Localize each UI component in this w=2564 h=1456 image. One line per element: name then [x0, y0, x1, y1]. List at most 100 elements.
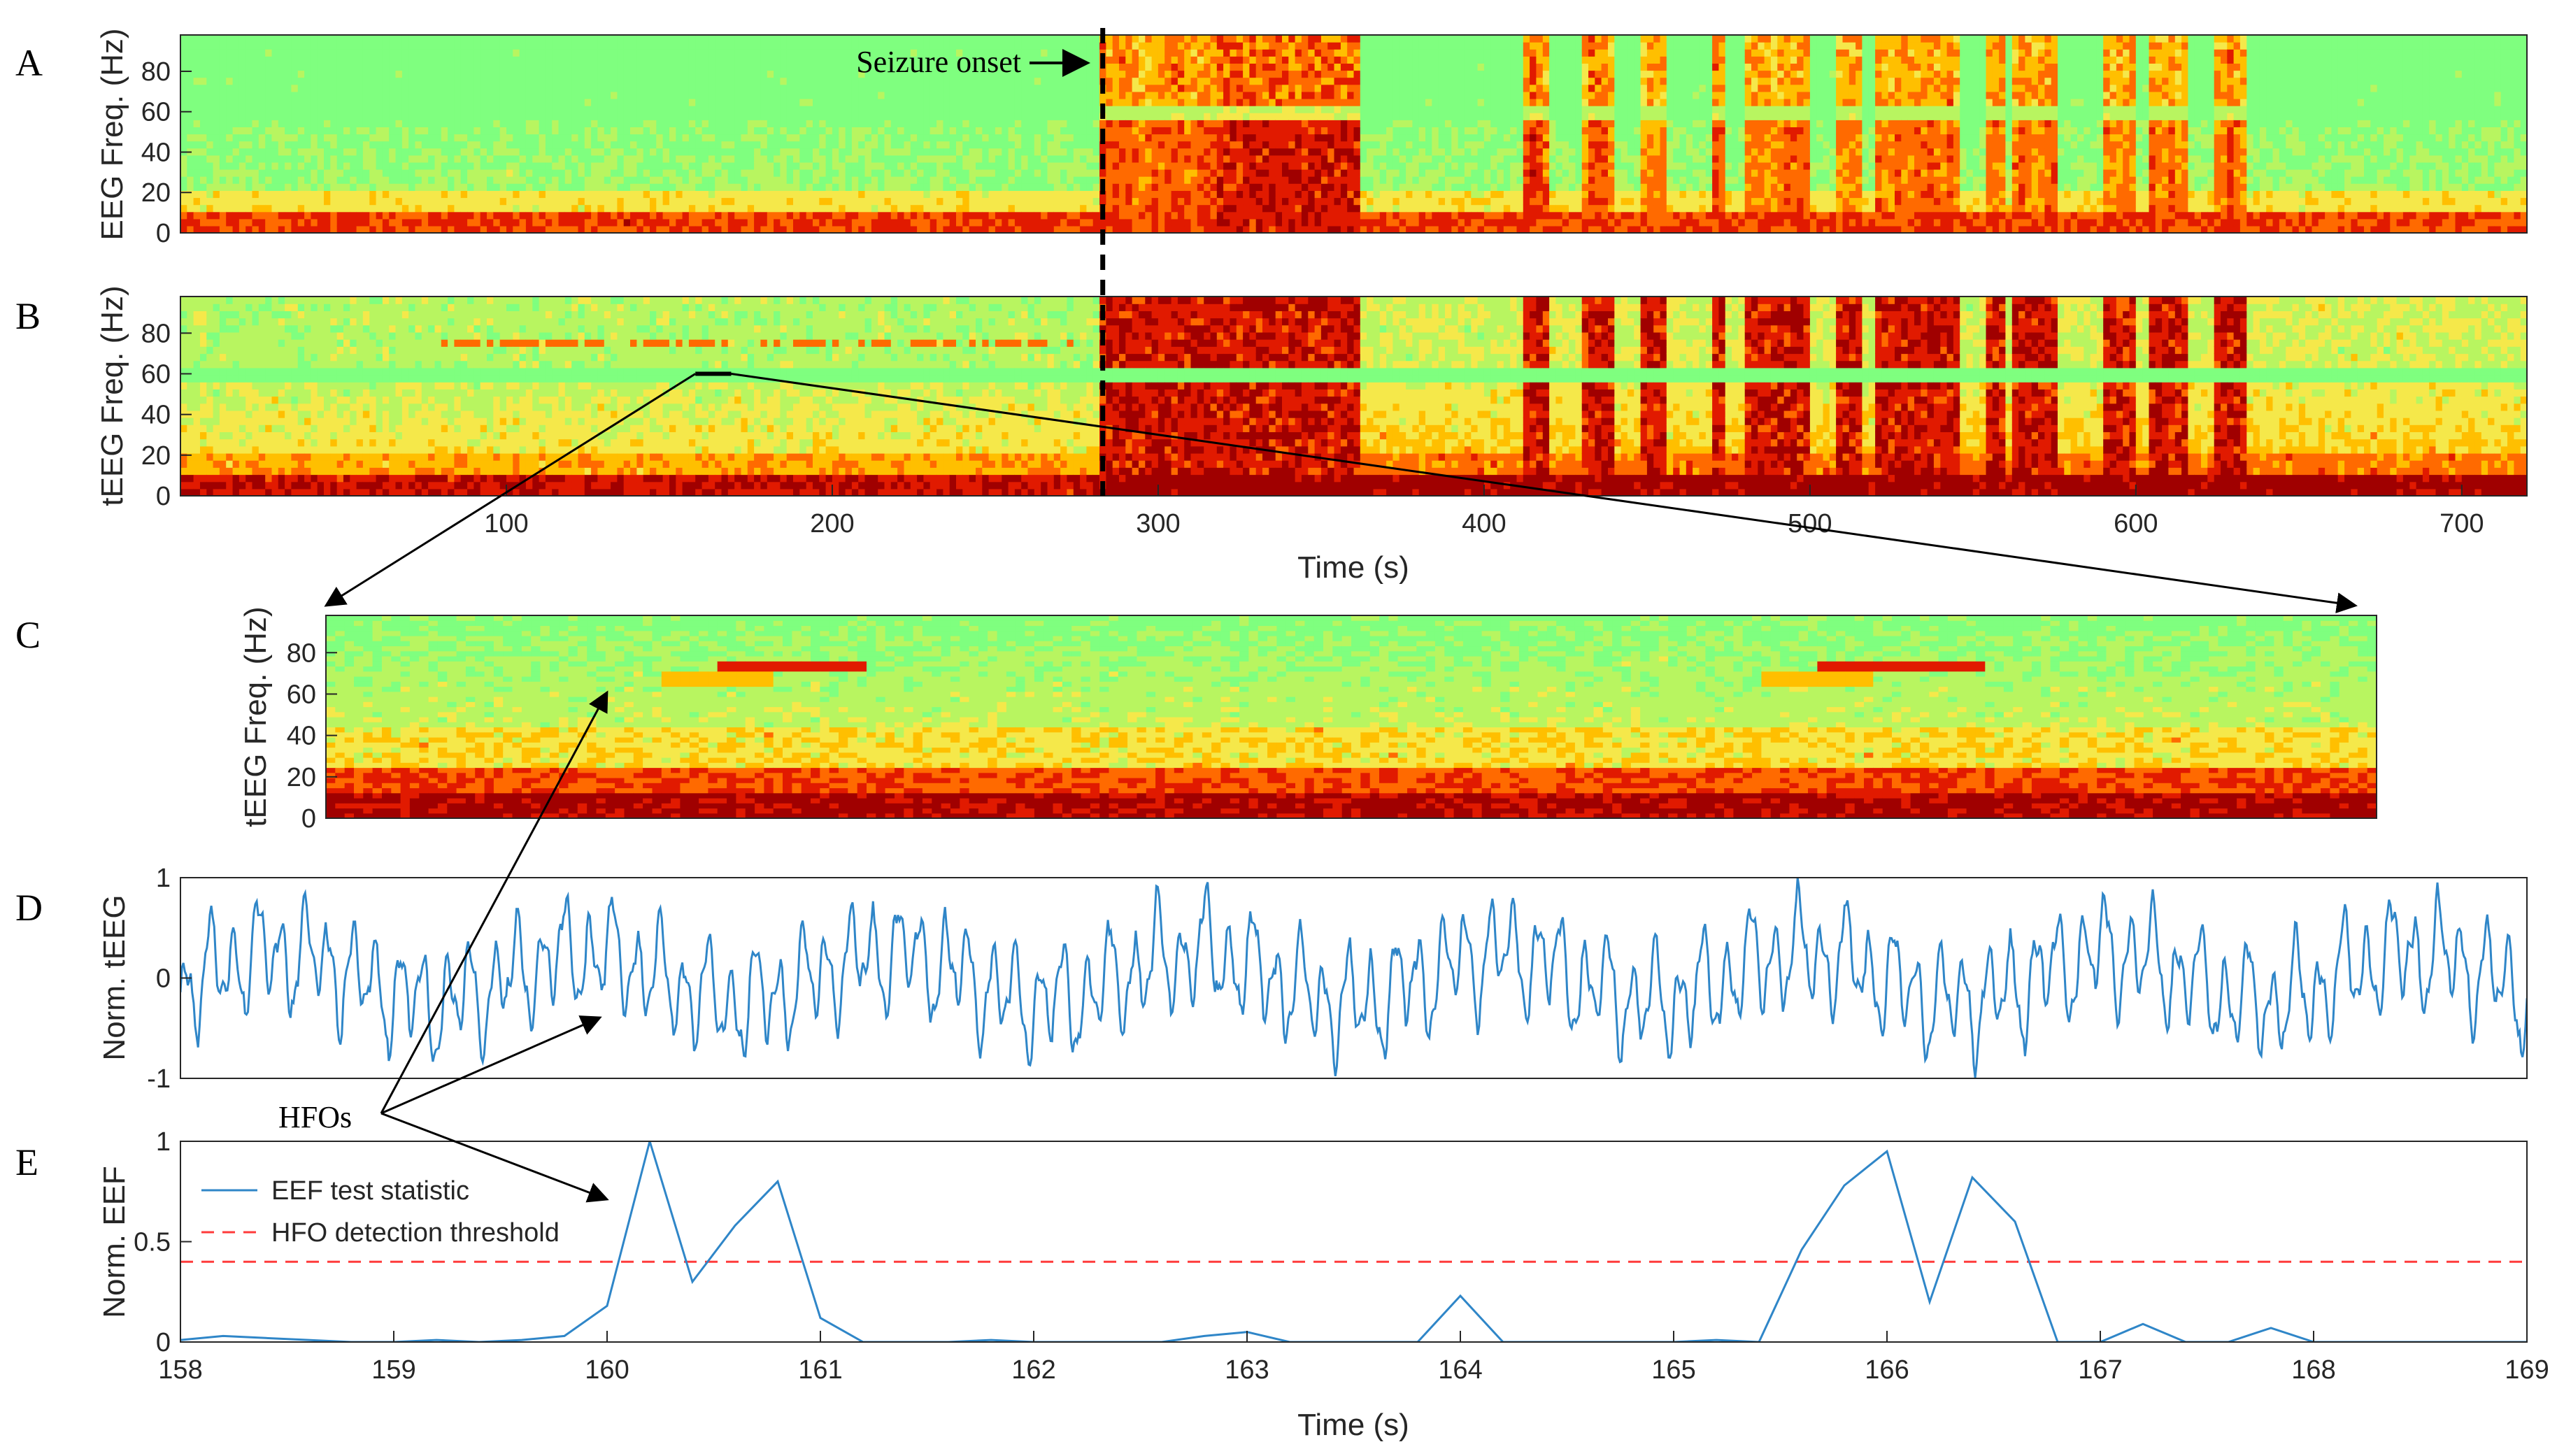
panel-a-cell: [467, 176, 474, 184]
panel-a-cell: [643, 176, 650, 184]
panel-a-cell: [193, 56, 201, 64]
panel-a-cell: [460, 113, 468, 120]
panel-a-cell: [676, 225, 683, 233]
panel-a-cell: [799, 70, 807, 78]
panel-a-cell: [976, 99, 983, 106]
panel-a-cell: [232, 91, 240, 99]
panel-a-cell: [851, 127, 859, 135]
panel-a-cell: [1204, 127, 1211, 135]
panel-a-cell: [995, 141, 1002, 149]
panel-a-cell: [1086, 197, 1094, 206]
panel-a-cell: [754, 77, 761, 85]
panel-a-cell: [943, 162, 950, 170]
panel-a-cell: [741, 211, 748, 220]
panel-a-cell: [1099, 49, 1106, 57]
panel-a-cell: [200, 84, 207, 92]
panel-a-cell: [525, 148, 533, 156]
panel-a-cell: [688, 155, 696, 163]
panel-a-cell: [799, 91, 807, 99]
panel-a-cell: [1145, 42, 1153, 50]
panel-a-cell: [265, 84, 273, 92]
panel-a-cell: [454, 84, 462, 92]
panel-a-cell: [1041, 183, 1048, 191]
panel-a-cell: [571, 35, 579, 43]
panel-a-cell: [480, 70, 487, 78]
panel-a-cell: [727, 211, 735, 220]
panel-a-cell: [311, 183, 318, 191]
panel-a-cell: [623, 63, 631, 71]
panel-a-cell: [285, 155, 292, 163]
panel-a-cell: [878, 70, 885, 78]
panel-a-cell: [1151, 120, 1159, 127]
panel-a-cell: [513, 35, 520, 43]
panel-a-cell: [539, 204, 546, 213]
panel-a-cell: [897, 49, 904, 57]
panel-a-cell: [213, 183, 220, 191]
panel-a-cell: [434, 183, 442, 191]
panel-a-cell: [780, 106, 788, 113]
panel-a-cell: [1334, 190, 1341, 199]
panel-a-cell: [330, 225, 338, 233]
panel-a-cell: [1041, 162, 1048, 170]
panel-a-cell: [786, 91, 794, 99]
panel-a-cell: [1151, 84, 1159, 92]
panel-a-cell: [401, 42, 409, 50]
panel-a-cell: [245, 162, 253, 170]
panel-a-cell: [1210, 141, 1218, 149]
panel-a-cell: [480, 63, 487, 71]
panel-a-cell: [864, 70, 872, 78]
panel-a-cell: [1171, 70, 1178, 78]
panel-a-cell: [350, 49, 357, 57]
panel-a-cell: [1047, 77, 1055, 85]
panel-a-cell: [774, 120, 781, 127]
panel-a-cell: [1165, 91, 1172, 99]
panel-a-cell: [226, 197, 234, 206]
panel-a-cell: [1132, 42, 1139, 50]
panel-a-cell: [428, 190, 435, 199]
panel-a-cell: [1288, 91, 1296, 99]
panel-a-cell: [1008, 113, 1016, 120]
panel-a-cell: [591, 211, 598, 220]
panel-a-cell: [467, 183, 474, 191]
panel-a-cell: [506, 120, 513, 127]
panel-a-cell: [708, 120, 715, 127]
panel-a-cell: [741, 77, 748, 85]
panel-a-cell: [532, 211, 540, 220]
panel-a-cell: [890, 70, 898, 78]
panel-a-cell: [943, 218, 950, 227]
panel-a-cell: [1125, 42, 1133, 50]
panel-a-cell: [336, 169, 344, 177]
panel-a-cell: [285, 42, 292, 50]
panel-a-cell: [1327, 42, 1335, 50]
panel-a-cell: [238, 35, 246, 43]
panel-a-cell: [597, 70, 605, 78]
panel-a-cell: [688, 134, 696, 142]
panel-a-cell: [701, 42, 709, 50]
panel-a-cell: [1171, 176, 1178, 184]
panel-a-cell: [1073, 120, 1081, 127]
panel-a-cell: [487, 162, 494, 170]
panel-a-cell: [297, 183, 305, 191]
panel-a-cell: [460, 197, 468, 206]
panel-a-cell: [467, 35, 474, 43]
panel-a-cell: [180, 77, 187, 85]
panel-a-cell: [187, 197, 194, 206]
panel-a-cell: [539, 155, 546, 163]
panel-a-cell: [1014, 190, 1022, 199]
panel-a-cell: [962, 84, 970, 92]
panel-a-cell: [897, 162, 904, 170]
panel-a-cell: [774, 63, 781, 71]
panel-a-cell: [571, 42, 579, 50]
panel-a-cell: [806, 183, 813, 191]
panel-a-cell: [558, 134, 566, 142]
panel-a-cell: [969, 63, 976, 71]
panel-a-cell: [1314, 225, 1322, 233]
panel-a-cell: [206, 49, 214, 57]
panel-a-cell: [864, 162, 872, 170]
panel-a-cell: [780, 218, 788, 227]
panel-a-cell: [1230, 77, 1237, 85]
panel-a-cell: [721, 148, 729, 156]
panel-a-cell: [715, 84, 722, 92]
panel-a-cell: [1041, 91, 1048, 99]
panel-a-cell: [1204, 204, 1211, 213]
